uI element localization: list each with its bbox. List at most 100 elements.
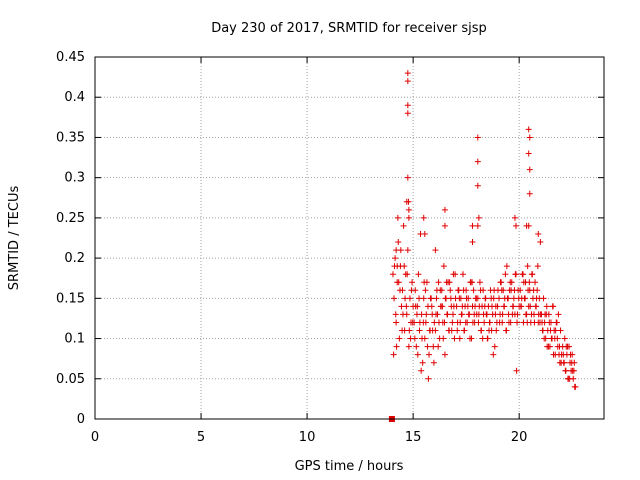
data-point bbox=[435, 343, 442, 350]
data-point bbox=[404, 70, 411, 77]
data-point bbox=[509, 311, 516, 318]
y-tick-label: 0.25 bbox=[56, 211, 85, 226]
data-point bbox=[514, 319, 521, 326]
data-point bbox=[502, 271, 509, 278]
data-point bbox=[435, 319, 442, 326]
data-point bbox=[421, 230, 428, 237]
data-point bbox=[441, 206, 448, 213]
data-point bbox=[435, 279, 442, 286]
data-point bbox=[403, 303, 410, 310]
data-point bbox=[525, 150, 532, 157]
data-point bbox=[460, 287, 467, 294]
data-point bbox=[496, 319, 503, 326]
data-point bbox=[396, 287, 403, 294]
data-point bbox=[550, 351, 557, 358]
data-point bbox=[396, 335, 403, 342]
data-point bbox=[447, 295, 454, 302]
y-tick-label: 0.35 bbox=[56, 130, 85, 145]
data-point bbox=[555, 311, 562, 318]
data-point bbox=[474, 134, 481, 141]
data-point bbox=[498, 287, 505, 294]
data-point bbox=[467, 279, 474, 286]
data-point bbox=[419, 335, 426, 342]
data-point bbox=[427, 295, 434, 302]
data-point bbox=[456, 295, 463, 302]
data-point bbox=[544, 343, 551, 350]
data-point bbox=[448, 327, 455, 334]
data-point bbox=[390, 351, 397, 358]
data-point bbox=[547, 327, 554, 334]
data-point bbox=[568, 359, 575, 366]
data-point bbox=[476, 303, 483, 310]
data-points bbox=[388, 70, 579, 422]
data-point bbox=[423, 311, 430, 318]
data-point bbox=[486, 327, 493, 334]
data-point bbox=[548, 335, 555, 342]
data-point bbox=[552, 327, 559, 334]
data-point bbox=[457, 319, 464, 326]
data-point bbox=[441, 319, 448, 326]
data-point bbox=[393, 343, 400, 350]
data-point bbox=[482, 295, 489, 302]
data-point bbox=[405, 206, 412, 213]
data-point bbox=[493, 327, 500, 334]
data-point bbox=[525, 287, 532, 294]
data-point bbox=[463, 295, 470, 302]
data-point bbox=[415, 271, 422, 278]
data-point bbox=[452, 271, 459, 278]
x-tick-label: 10 bbox=[299, 430, 316, 445]
data-point bbox=[458, 311, 465, 318]
data-point bbox=[489, 303, 496, 310]
data-point bbox=[543, 303, 550, 310]
data-point bbox=[511, 214, 518, 221]
data-point bbox=[428, 303, 435, 310]
data-point bbox=[474, 158, 481, 165]
data-point bbox=[526, 134, 533, 141]
data-point bbox=[403, 198, 410, 205]
data-point bbox=[563, 343, 570, 350]
data-point bbox=[401, 263, 408, 270]
data-point bbox=[477, 287, 484, 294]
data-point bbox=[411, 335, 418, 342]
data-point bbox=[413, 311, 420, 318]
data-point bbox=[479, 335, 486, 342]
data-point bbox=[454, 327, 461, 334]
data-point bbox=[522, 311, 529, 318]
data-point bbox=[499, 311, 506, 318]
y-tick-label: 0.05 bbox=[56, 372, 85, 387]
data-point bbox=[441, 222, 448, 229]
y-tick-label: 0.3 bbox=[64, 171, 85, 186]
data-point bbox=[449, 311, 456, 318]
data-point bbox=[512, 222, 519, 229]
data-point bbox=[565, 375, 572, 382]
data-point bbox=[393, 247, 400, 254]
data-point bbox=[523, 222, 530, 229]
data-point bbox=[508, 287, 515, 294]
data-point bbox=[513, 367, 520, 374]
axis-ticks: 0 5 10 15 20 0 0.05 0.1 0.15 0.2 0.25 0.3 0.35 0.4 0.4… bbox=[56, 50, 604, 445]
data-point bbox=[411, 319, 418, 326]
data-point bbox=[413, 343, 420, 350]
y-tick-label: 0.2 bbox=[64, 251, 85, 266]
data-point bbox=[491, 287, 498, 294]
data-point bbox=[404, 247, 411, 254]
data-point bbox=[412, 303, 419, 310]
data-point bbox=[440, 335, 447, 342]
data-point bbox=[459, 303, 466, 310]
data-point bbox=[491, 343, 498, 350]
data-point bbox=[394, 263, 401, 270]
data-point bbox=[542, 311, 549, 318]
data-point bbox=[481, 303, 488, 310]
data-point bbox=[474, 222, 481, 229]
data-point bbox=[469, 239, 476, 246]
data-point bbox=[537, 239, 544, 246]
gridlines bbox=[95, 57, 604, 419]
chart-title: Day 230 of 2017, SRMTID for receiver sjs… bbox=[211, 21, 487, 36]
data-point bbox=[405, 214, 412, 221]
data-point bbox=[394, 214, 401, 221]
data-point bbox=[432, 327, 439, 334]
x-axis-title: GPS time / hours bbox=[295, 459, 404, 474]
data-point bbox=[561, 359, 568, 366]
data-point bbox=[404, 110, 411, 117]
data-point bbox=[539, 319, 546, 326]
